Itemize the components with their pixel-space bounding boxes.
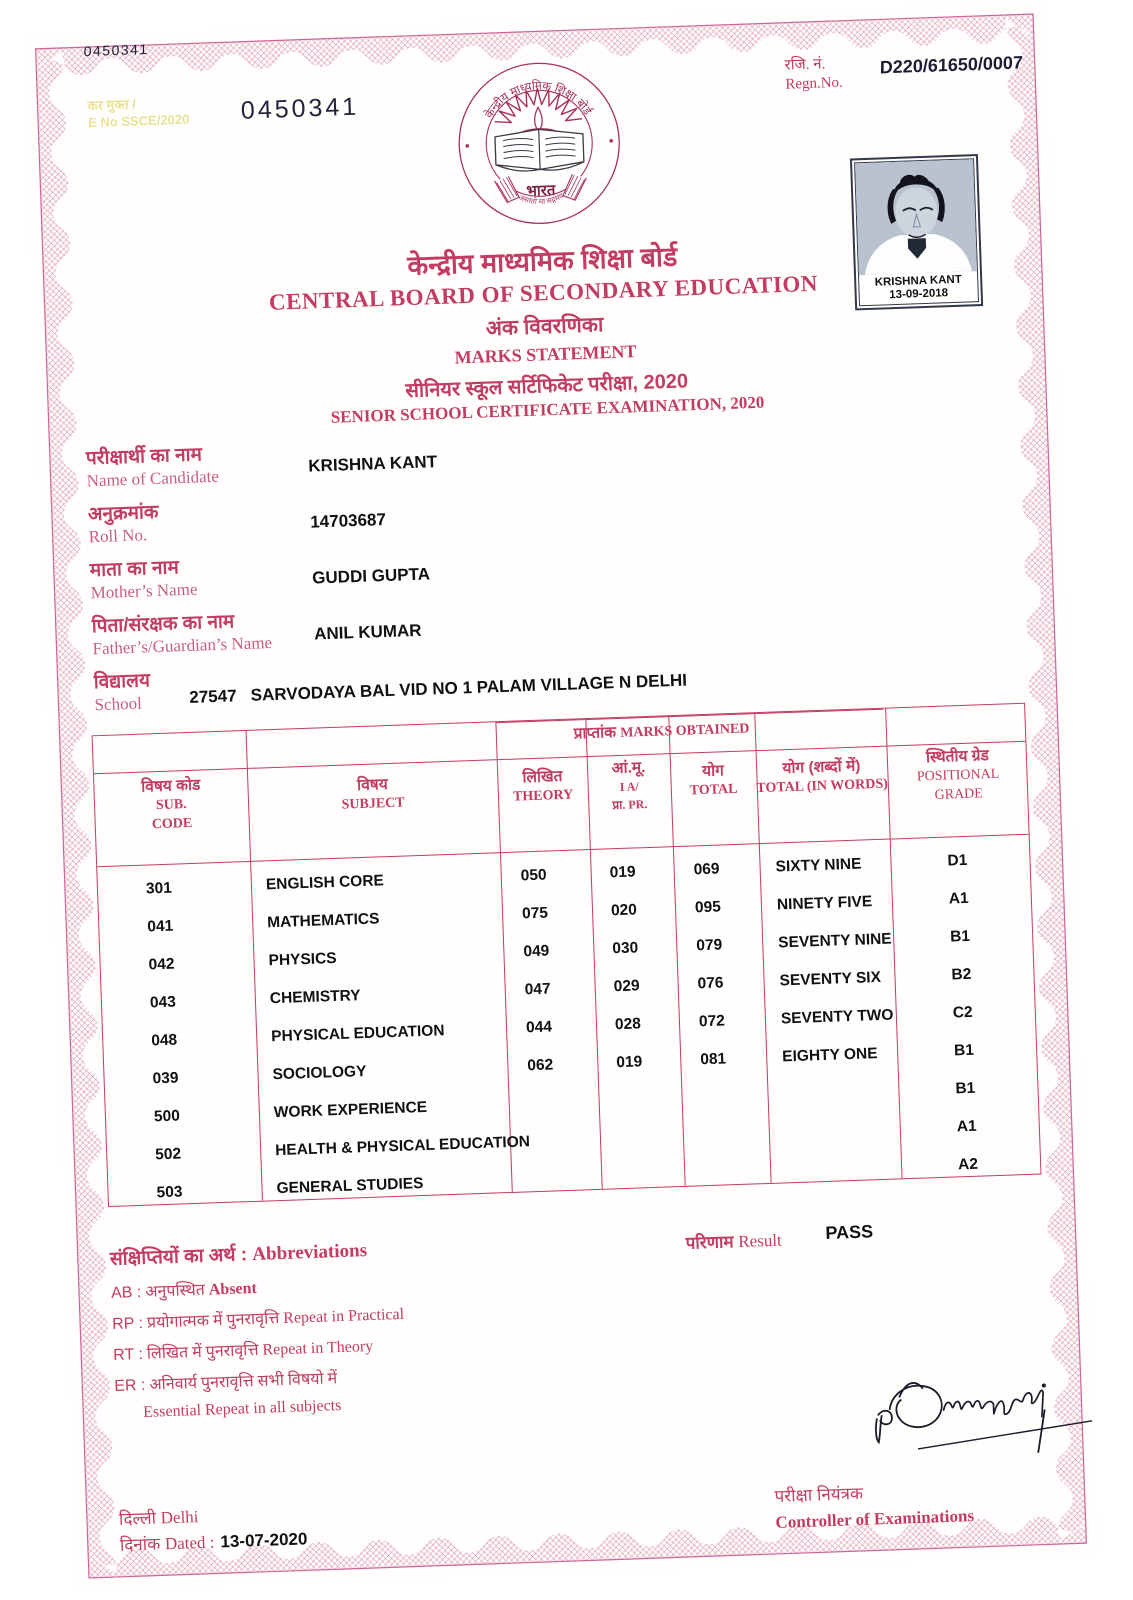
svg-text:केन्द्रीय माध्यमिक शिक्षा बोर्: केन्द्रीय माध्यमिक शिक्षा बोर्ड: [480, 76, 595, 121]
